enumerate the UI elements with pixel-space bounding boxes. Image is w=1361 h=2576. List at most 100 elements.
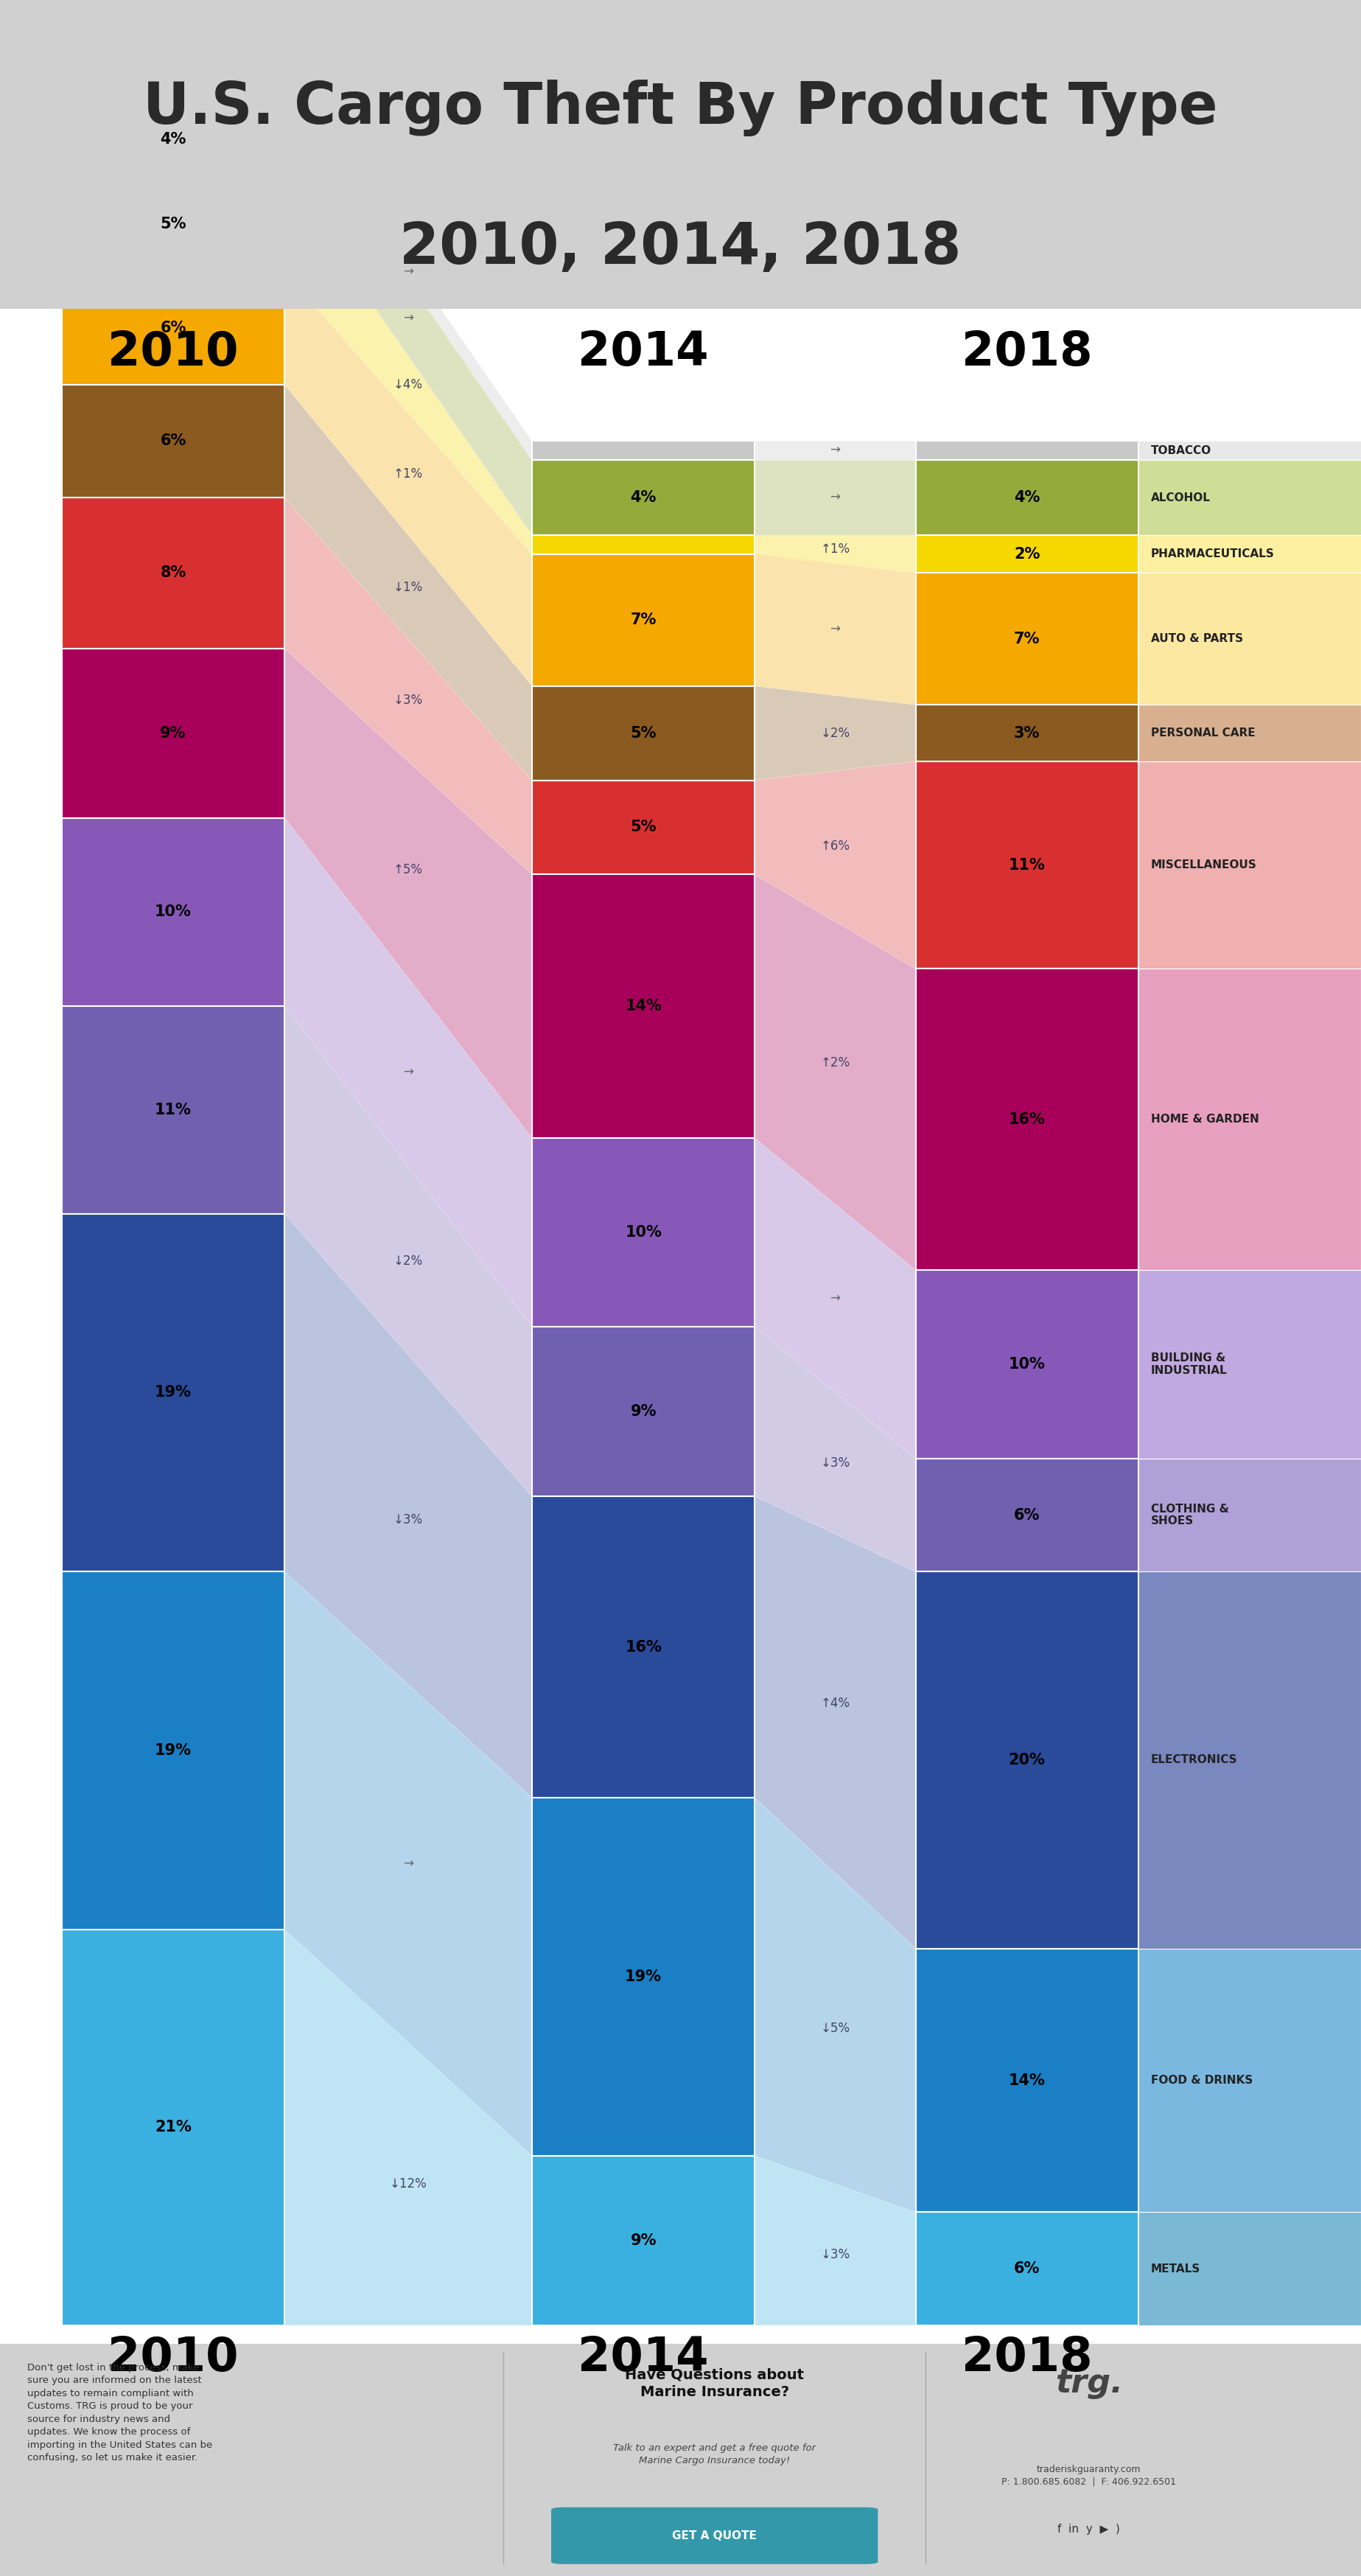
Text: ↑2%: ↑2%	[821, 1056, 849, 1069]
Text: 4%: 4%	[161, 131, 186, 147]
Bar	[532, 554, 755, 685]
Bar	[1138, 1571, 1361, 1947]
Polygon shape	[284, 384, 532, 781]
Text: ↑6%: ↑6%	[821, 840, 849, 853]
Text: 2010, 2014, 2018: 2010, 2014, 2018	[400, 219, 961, 276]
Bar	[532, 1798, 755, 2156]
Bar	[532, 461, 755, 536]
Bar	[916, 440, 1138, 461]
Text: →: →	[830, 492, 840, 505]
Polygon shape	[284, 270, 532, 685]
Bar	[532, 536, 755, 554]
Text: 2010: 2010	[108, 2334, 238, 2380]
Text: 2018: 2018	[961, 330, 1093, 376]
Polygon shape	[284, 819, 532, 1327]
Text: 5%: 5%	[630, 819, 656, 835]
Bar	[532, 873, 755, 1139]
Text: 9%: 9%	[630, 1404, 656, 1419]
Polygon shape	[284, 1213, 532, 1798]
Bar	[1138, 762, 1361, 969]
Bar	[1138, 536, 1361, 572]
Text: 10%: 10%	[625, 1226, 661, 1239]
Bar	[61, 819, 284, 1007]
Text: →: →	[403, 1066, 414, 1079]
Bar	[916, 461, 1138, 536]
Text: →: →	[403, 1857, 414, 1870]
Text: ELECTRONICS: ELECTRONICS	[1150, 1754, 1237, 1765]
Text: 7%: 7%	[630, 613, 656, 629]
Bar	[916, 1270, 1138, 1458]
Bar	[61, 497, 284, 649]
Text: Talk to an expert and get a free quote for
Marine Cargo Insurance today!: Talk to an expert and get a free quote f…	[614, 2442, 815, 2465]
Text: 10%: 10%	[1009, 1358, 1045, 1370]
Text: ↓2%: ↓2%	[821, 726, 849, 739]
Polygon shape	[755, 1327, 916, 1571]
Text: 16%: 16%	[1009, 1113, 1045, 1126]
Text: 6%: 6%	[161, 433, 186, 448]
Text: ↑4%: ↑4%	[821, 1698, 849, 1710]
Text: 19%: 19%	[155, 1386, 192, 1399]
Bar	[916, 536, 1138, 572]
Text: 20%: 20%	[1009, 1752, 1045, 1767]
Text: 2014: 2014	[578, 2334, 709, 2380]
Text: 5%: 5%	[161, 216, 186, 232]
Bar	[916, 706, 1138, 762]
Text: Don't get lost in the process, make
sure you are informed on the latest
updates : Don't get lost in the process, make sure…	[27, 2362, 212, 2463]
Text: ↓1%: ↓1%	[393, 580, 423, 592]
Text: ↑1%: ↑1%	[393, 466, 423, 482]
Text: Have Questions about
Marine Insurance?: Have Questions about Marine Insurance?	[625, 2367, 804, 2398]
Text: 6%: 6%	[1014, 1507, 1040, 1522]
Text: ↓2%: ↓2%	[393, 1255, 423, 1267]
Text: 19%: 19%	[155, 1744, 192, 1757]
Text: AUTO & PARTS: AUTO & PARTS	[1150, 634, 1243, 644]
Bar	[532, 685, 755, 781]
Polygon shape	[755, 536, 916, 572]
Text: 8%: 8%	[161, 567, 186, 580]
Text: 4%: 4%	[630, 489, 656, 505]
Text: 9%: 9%	[630, 2233, 656, 2249]
Text: →: →	[830, 1291, 840, 1306]
Polygon shape	[755, 1798, 916, 2213]
Bar	[61, 178, 284, 270]
Text: PERSONAL CARE: PERSONAL CARE	[1150, 726, 1255, 739]
Polygon shape	[755, 873, 916, 1270]
Bar	[61, 82, 284, 103]
Text: f  in  y  ▶  ): f in y ▶ )	[1057, 2524, 1120, 2535]
Bar	[532, 2156, 755, 2326]
Polygon shape	[284, 649, 532, 1139]
Text: 9%: 9%	[161, 726, 186, 739]
Text: 10%: 10%	[155, 904, 192, 920]
Text: METALS: METALS	[1150, 2264, 1200, 2275]
Text: CLOTHING &
SHOES: CLOTHING & SHOES	[1150, 1504, 1229, 1528]
Bar	[532, 440, 755, 461]
Text: ↓3%: ↓3%	[393, 1512, 423, 1528]
Polygon shape	[755, 1497, 916, 1947]
Text: →: →	[830, 623, 840, 636]
Text: ↓4%: ↓4%	[393, 379, 423, 392]
Bar	[916, 2213, 1138, 2326]
Polygon shape	[284, 1007, 532, 1497]
Text: MISCELLANEOUS: MISCELLANEOUS	[1150, 860, 1256, 871]
Polygon shape	[284, 103, 532, 536]
Polygon shape	[755, 554, 916, 706]
Text: 3%: 3%	[1014, 726, 1040, 739]
Bar	[1138, 2213, 1361, 2326]
Polygon shape	[755, 440, 916, 461]
Text: 5%: 5%	[630, 726, 656, 739]
Bar	[916, 572, 1138, 706]
Polygon shape	[284, 497, 532, 873]
Text: 14%: 14%	[1009, 2074, 1045, 2087]
Polygon shape	[755, 461, 916, 536]
Text: HOME & GARDEN: HOME & GARDEN	[1150, 1113, 1259, 1126]
Bar	[1138, 572, 1361, 706]
Text: ↓3%: ↓3%	[821, 2249, 849, 2262]
Polygon shape	[755, 1139, 916, 1458]
Bar	[1138, 706, 1361, 762]
Text: 11%: 11%	[1009, 858, 1045, 873]
Bar	[61, 649, 284, 819]
Bar	[532, 781, 755, 873]
Bar	[61, 1929, 284, 2326]
Bar	[1138, 1947, 1361, 2213]
Bar	[61, 270, 284, 384]
Text: 2010: 2010	[108, 330, 238, 376]
